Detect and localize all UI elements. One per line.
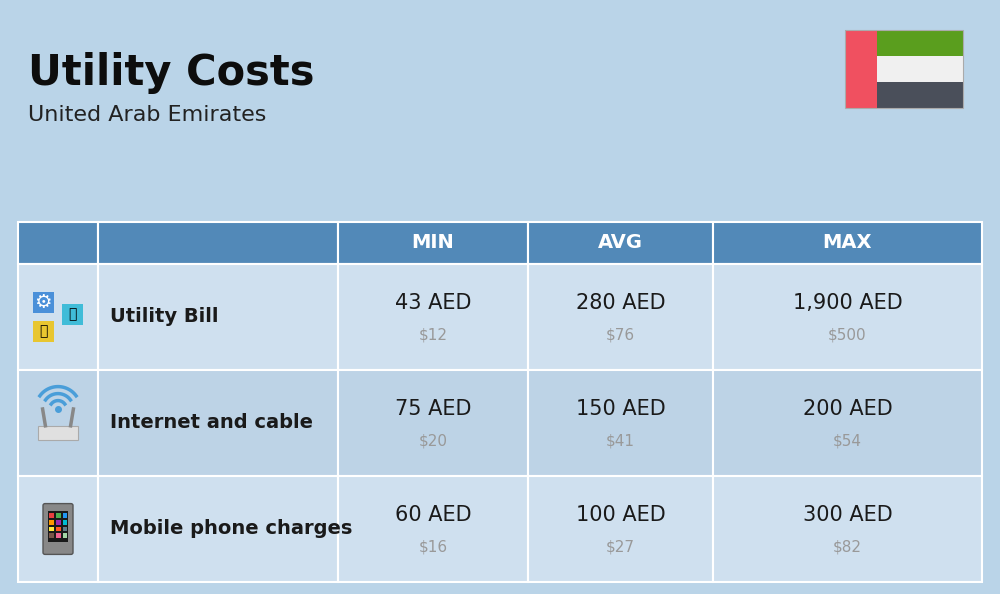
Text: 1,900 AED: 1,900 AED [793,293,902,313]
Bar [18,476,98,582]
Text: $20: $20 [418,434,448,448]
Text: $41: $41 [606,434,635,448]
Bar [62,304,83,324]
Bar [528,476,713,582]
Text: $82: $82 [833,539,862,555]
Text: 280 AED: 280 AED [576,293,665,313]
Bar [338,264,528,370]
Bar [98,222,338,264]
Bar [713,370,982,476]
Text: Utility Bill: Utility Bill [110,308,218,327]
Bar [713,264,982,370]
Bar [18,222,98,264]
Text: $27: $27 [606,539,635,555]
Bar [877,30,963,56]
Text: MIN: MIN [412,233,454,252]
Bar [63,533,67,538]
Text: 🔌: 🔌 [39,324,47,338]
Bar [56,520,61,525]
Bar [49,533,54,538]
Text: 75 AED: 75 AED [395,399,471,419]
Bar [18,264,98,370]
Text: $54: $54 [833,434,862,448]
Bar [63,520,67,525]
Bar [32,321,54,342]
Text: United Arab Emirates: United Arab Emirates [28,105,266,125]
Bar [845,30,877,108]
Bar [713,476,982,582]
Text: 60 AED: 60 AED [395,505,471,525]
Bar [63,527,67,532]
Bar [48,511,68,542]
Bar [49,527,54,532]
Text: 43 AED: 43 AED [395,293,471,313]
Text: $16: $16 [418,539,448,555]
Bar [877,56,963,82]
Bar [338,476,528,582]
Text: $500: $500 [828,327,867,343]
Bar [528,264,713,370]
Bar [18,370,98,476]
Text: Internet and cable: Internet and cable [110,413,313,432]
Text: AVG: AVG [598,233,643,252]
Text: 200 AED: 200 AED [803,399,892,419]
Bar [877,82,963,108]
Bar [56,513,61,518]
Text: 💧: 💧 [68,307,76,321]
Bar [98,370,338,476]
Bar [338,222,528,264]
Bar [63,513,67,518]
Bar [56,533,61,538]
Text: Mobile phone charges: Mobile phone charges [110,520,352,539]
Bar [56,527,61,532]
Bar [32,292,54,312]
Bar [98,476,338,582]
Text: 150 AED: 150 AED [576,399,665,419]
FancyBboxPatch shape [43,504,73,554]
Bar [49,513,54,518]
Text: MAX: MAX [823,233,872,252]
Bar [38,426,78,440]
Text: 100 AED: 100 AED [576,505,665,525]
Bar [713,222,982,264]
Text: Utility Costs: Utility Costs [28,52,314,94]
Bar [528,370,713,476]
Text: $76: $76 [606,327,635,343]
Bar [528,222,713,264]
Text: $12: $12 [418,327,448,343]
Text: ⚙: ⚙ [34,292,52,311]
Text: 300 AED: 300 AED [803,505,892,525]
Bar [98,264,338,370]
Bar [338,370,528,476]
Bar [49,520,54,525]
Bar [845,30,963,108]
